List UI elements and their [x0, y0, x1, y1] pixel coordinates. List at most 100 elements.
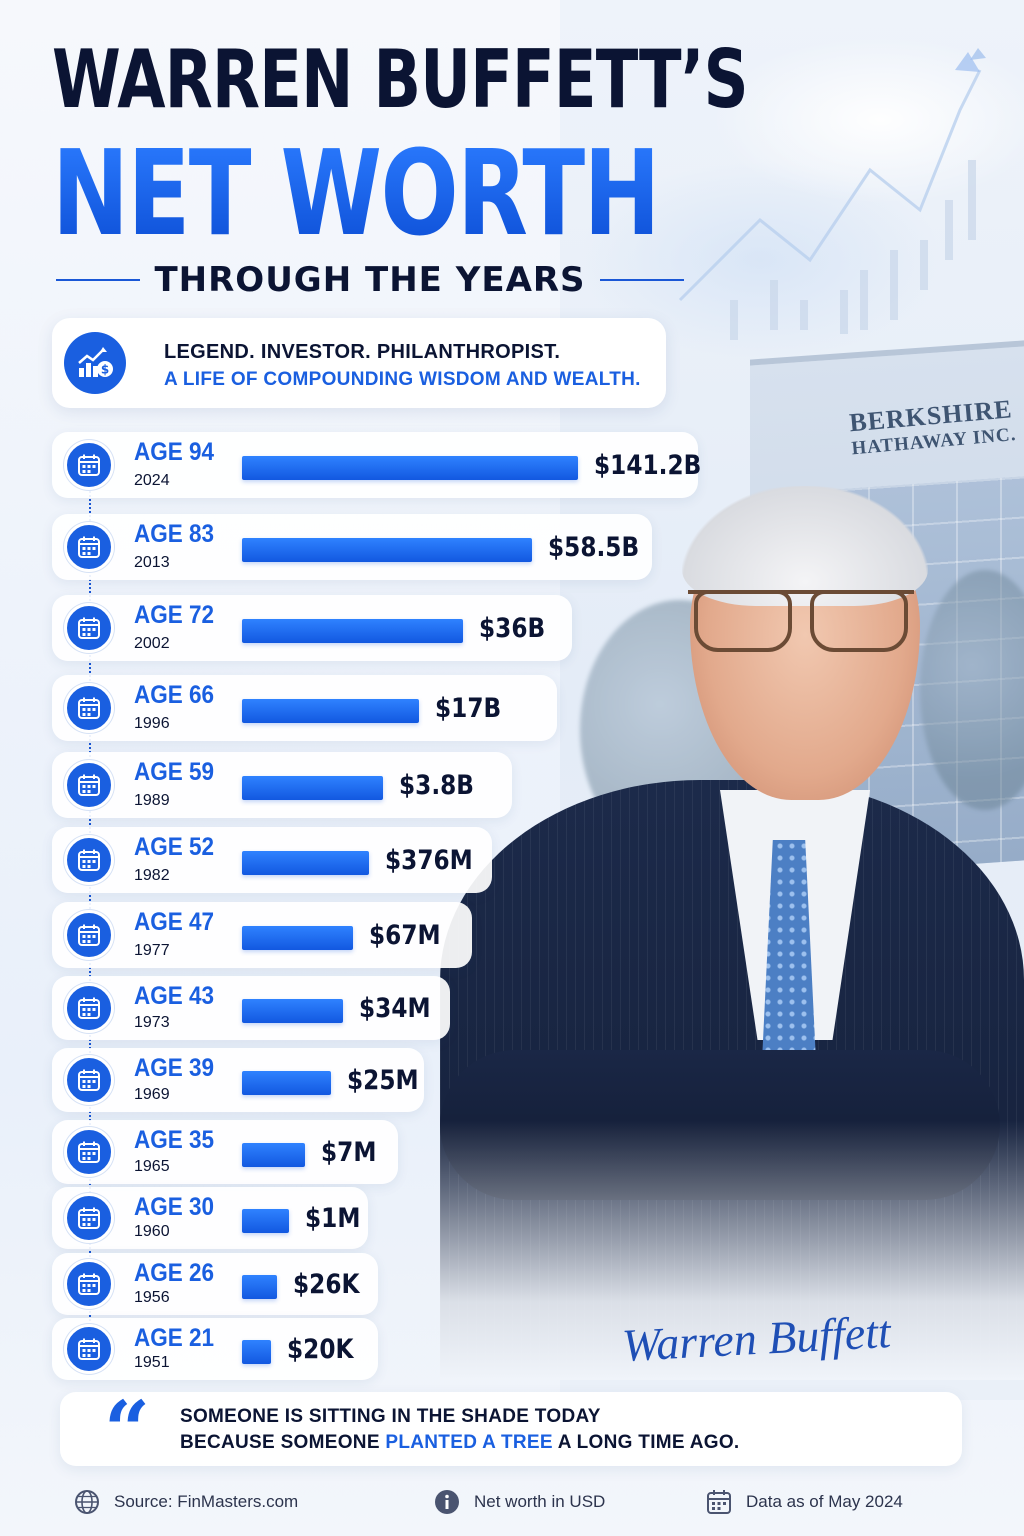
year-label: 1951	[134, 1354, 170, 1371]
year-label: 1960	[134, 1223, 170, 1240]
value-label: $1M	[305, 1203, 361, 1234]
chart-row: AGE 21 1951 $20K	[52, 1318, 378, 1380]
calendar-icon	[64, 1127, 114, 1177]
calendar-icon	[64, 522, 114, 572]
footer-unit-text: Net worth in USD	[474, 1492, 606, 1511]
age-label: AGE 43	[134, 982, 215, 1010]
growth-chart-dollar-icon: $	[64, 332, 126, 394]
quote-highlight: PLANTED A TREE	[385, 1432, 553, 1453]
value-bar	[242, 538, 532, 562]
footer-source: Source: FinMasters.com	[74, 1487, 298, 1517]
age-label: AGE 72	[134, 601, 215, 629]
age-label: AGE 83	[134, 520, 215, 548]
value-label: $3.8B	[399, 770, 474, 801]
chart-row: AGE 47 1977 $67M	[52, 902, 472, 968]
value-bar	[242, 619, 463, 643]
value-label: $34M	[359, 993, 431, 1024]
footer-source-text: Source: FinMasters.com	[114, 1492, 299, 1511]
value-bar	[242, 926, 353, 950]
subtitle-rule-left	[56, 279, 141, 281]
year-label: 1965	[134, 1158, 170, 1175]
footer-as-of: Data as of May 2024	[706, 1487, 903, 1517]
age-label: AGE 94	[134, 438, 215, 466]
chart-row: AGE 66 1996 $17B	[52, 675, 557, 741]
value-label: $7M	[321, 1137, 377, 1168]
age-label: AGE 39	[134, 1054, 215, 1082]
value-label: $58.5B	[548, 532, 640, 563]
value-label: $36B	[479, 613, 546, 644]
tagline-line-1: LEGEND. INVESTOR. PHILANTHROPIST.	[164, 341, 561, 363]
quote-line-2-suffix: A LONG TIME AGO.	[552, 1432, 740, 1453]
info-icon	[434, 1489, 460, 1515]
calendar-icon	[64, 910, 114, 960]
year-label: 2013	[134, 554, 170, 571]
value-label: $25M	[347, 1065, 419, 1096]
year-label: 1973	[134, 1014, 170, 1031]
value-label: $376M	[385, 845, 473, 876]
calendar-icon	[64, 1055, 114, 1105]
subtitle-rule-right	[599, 279, 685, 281]
footer-unit-note: Net worth in USD	[434, 1487, 605, 1517]
value-label: $141.2B	[594, 450, 702, 481]
year-label: 1956	[134, 1289, 170, 1306]
calendar-icon	[64, 683, 114, 733]
footer-as-of-text: Data as of May 2024	[746, 1492, 903, 1511]
age-label: AGE 66	[134, 681, 215, 709]
quote-line-1: SOMEONE IS SITTING IN THE SHADE TODAY	[180, 1406, 601, 1427]
calendar-icon	[64, 835, 114, 885]
svg-text:$: $	[101, 363, 109, 377]
chart-row: AGE 83 2013 $58.5B	[52, 514, 652, 580]
value-bar	[242, 699, 419, 723]
tagline-card: $ LEGEND. INVESTOR. PHILANTHROPIST. A LI…	[52, 318, 666, 408]
calendar-icon	[64, 1193, 114, 1243]
age-label: AGE 26	[134, 1259, 215, 1287]
chart-row: AGE 94 2024 $141.2B	[52, 432, 702, 498]
age-label: AGE 52	[134, 833, 215, 861]
age-label: AGE 59	[134, 758, 215, 786]
chart-row: AGE 39 1969 $25M	[52, 1048, 424, 1112]
title-line-1: WARREN BUFFETT’S	[52, 33, 749, 126]
chart-row: AGE 43 1973 $34M	[52, 976, 450, 1040]
chart-row: AGE 30 1960 $1M	[52, 1187, 368, 1249]
year-label: 1969	[134, 1086, 170, 1103]
quote-card: “ SOMEONE IS SITTING IN THE SHADE TODAY …	[60, 1390, 962, 1470]
building-sign: BERKSHIRE HATHAWAY INC.	[848, 393, 1022, 462]
chart-row: AGE 26 1956 $26K	[52, 1253, 378, 1315]
value-label: $26K	[293, 1269, 360, 1300]
globe-icon	[74, 1489, 100, 1515]
age-label: AGE 35	[134, 1126, 215, 1154]
tree-right	[920, 570, 1024, 810]
quote-line-2-prefix: BECAUSE SOMEONE	[180, 1432, 386, 1453]
value-bar	[242, 456, 578, 480]
signature: Warren Buffett	[620, 1306, 892, 1371]
year-label: 2024	[134, 472, 170, 489]
quote-line-2: BECAUSE SOMEONE PLANTED A TREE A LONG TI…	[180, 1432, 740, 1454]
value-bar	[242, 851, 369, 875]
age-label: AGE 30	[134, 1193, 215, 1221]
chart-row: AGE 35 1965 $7M	[52, 1120, 398, 1184]
value-bar	[242, 999, 343, 1023]
value-label: $17B	[435, 693, 502, 724]
value-bar	[242, 776, 383, 800]
year-label: 1982	[134, 867, 170, 884]
tree-left	[580, 600, 780, 860]
year-label: 1977	[134, 942, 170, 959]
calendar-icon	[706, 1489, 732, 1515]
subtitle: THROUGH THE YEARS	[154, 260, 586, 300]
subtitle-row: THROUGH THE YEARS	[56, 260, 685, 300]
calendar-icon	[64, 760, 114, 810]
value-label: $67M	[369, 920, 441, 951]
age-label: AGE 21	[134, 1324, 215, 1352]
quote-mark-icon: “	[104, 1383, 151, 1477]
value-bar	[242, 1340, 271, 1364]
calendar-icon	[64, 1324, 114, 1374]
calendar-icon	[64, 1259, 114, 1309]
year-label: 1996	[134, 715, 170, 732]
calendar-icon	[64, 440, 114, 490]
chart-row: AGE 59 1989 $3.8B	[52, 752, 512, 818]
value-bar	[242, 1209, 289, 1233]
chart-row: AGE 72 2002 $36B	[52, 595, 572, 661]
tagline-line-2: A LIFE OF COMPOUNDING WISDOM AND WEALTH.	[164, 369, 641, 390]
calendar-icon	[64, 603, 114, 653]
value-label: $20K	[287, 1334, 354, 1365]
